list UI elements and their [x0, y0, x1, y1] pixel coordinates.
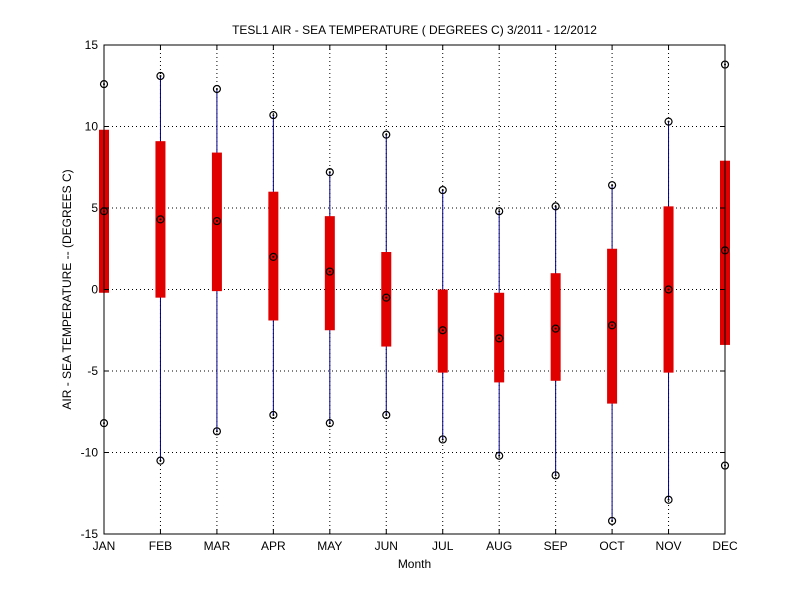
min-marker-may: [325, 419, 334, 428]
box-may: [324, 216, 335, 331]
y-tick-label: -5: [87, 364, 98, 378]
max-marker-apr: [269, 110, 278, 120]
y-tick-label: 5: [91, 201, 98, 215]
x-tick-label: DEC: [712, 539, 738, 553]
x-tick-label: JAN: [93, 539, 116, 553]
median-dot-may: [328, 270, 331, 273]
max-dot-may: [328, 171, 331, 174]
max-dot-nov: [667, 120, 670, 123]
min-marker-jul: [438, 435, 447, 444]
max-marker-mar: [212, 84, 222, 94]
x-tick-label: JUL: [432, 539, 454, 553]
median-marker-jun: [382, 293, 391, 302]
median-marker-mar: [212, 216, 222, 226]
max-marker-jun: [382, 130, 391, 139]
median-marker-feb: [156, 215, 165, 224]
y-tick-label: -15: [81, 527, 99, 541]
min-dot-jul: [441, 438, 444, 441]
median-dot-aug: [498, 337, 501, 340]
y-tick-label: 10: [85, 120, 99, 134]
min-marker-jun: [382, 410, 391, 420]
box-sep: [550, 273, 561, 381]
max-dot-aug: [498, 210, 501, 213]
ticks: -15 -10 -5 0 5 10 15 JAN FEB MAR APR MAY JUN JUL AUG SE…: [81, 38, 738, 553]
median-marker-sep: [551, 324, 560, 333]
max-marker-nov: [664, 117, 673, 126]
min-marker-feb: [156, 456, 165, 465]
min-marker-oct: [607, 516, 617, 526]
median-marker-nov: [664, 285, 673, 294]
median-dot-nov: [667, 288, 670, 291]
max-dot-apr: [272, 114, 275, 117]
median-dot-jun: [385, 296, 388, 299]
min-marker-aug: [495, 451, 504, 460]
median-dot-jul: [441, 329, 444, 332]
max-marker-aug: [495, 207, 504, 216]
min-dot-feb: [159, 459, 162, 462]
median-marker-aug: [495, 334, 504, 343]
max-marker-sep: [551, 202, 560, 211]
max-marker-jul: [438, 185, 447, 195]
min-dot-nov: [667, 498, 670, 501]
max-marker-oct: [607, 181, 617, 190]
x-tick-label: MAY: [317, 539, 342, 553]
min-marker-sep: [551, 471, 560, 480]
x-tick-label: APR: [261, 539, 286, 553]
max-dot-jul: [441, 189, 444, 192]
box-jun: [381, 252, 392, 347]
max-marker-may: [325, 168, 334, 177]
median-dot-feb: [159, 218, 162, 221]
x-tick-label: JUN: [375, 539, 398, 553]
max-marker-feb: [156, 71, 165, 81]
min-dot-sep: [554, 474, 557, 477]
min-dot-apr: [272, 414, 275, 417]
min-marker-mar: [212, 427, 222, 436]
min-dot-oct: [611, 519, 614, 522]
max-dot-sep: [554, 205, 557, 208]
max-dot-jun: [385, 133, 388, 136]
y-tick-label: 0: [91, 283, 98, 297]
x-tick-label: OCT: [599, 539, 625, 553]
min-dot-jun: [385, 414, 388, 417]
x-axis-label: Month: [398, 557, 431, 571]
min-marker-nov: [664, 495, 673, 504]
median-dot-sep: [554, 327, 557, 330]
y-tick-label: 15: [85, 38, 99, 52]
min-dot-mar: [215, 430, 218, 433]
min-dot-may: [328, 422, 331, 425]
x-tick-label: AUG: [486, 539, 512, 553]
median-marker-apr: [269, 252, 278, 261]
y-axis-label: AIR - SEA TEMPERATURE -- (DEGREES C): [60, 169, 74, 409]
median-dot-apr: [272, 255, 275, 258]
max-dot-mar: [215, 88, 218, 91]
y-tick-label: -10: [81, 446, 99, 460]
x-tick-label: MAR: [204, 539, 231, 553]
chart-title: TESL1 AIR - SEA TEMPERATURE ( DEGREES C)…: [232, 23, 597, 37]
min-marker-apr: [269, 410, 278, 420]
median-dot-oct: [611, 324, 614, 327]
max-dot-oct: [611, 184, 614, 187]
median-marker-may: [325, 267, 334, 276]
median-marker-oct: [607, 321, 617, 330]
median-dot-mar: [215, 220, 218, 223]
x-tick-label: NOV: [656, 539, 682, 553]
median-marker-jul: [438, 326, 447, 335]
min-dot-aug: [498, 454, 501, 457]
x-tick-label: SEP: [544, 539, 568, 553]
max-dot-feb: [159, 74, 162, 77]
x-tick-label: FEB: [149, 539, 172, 553]
